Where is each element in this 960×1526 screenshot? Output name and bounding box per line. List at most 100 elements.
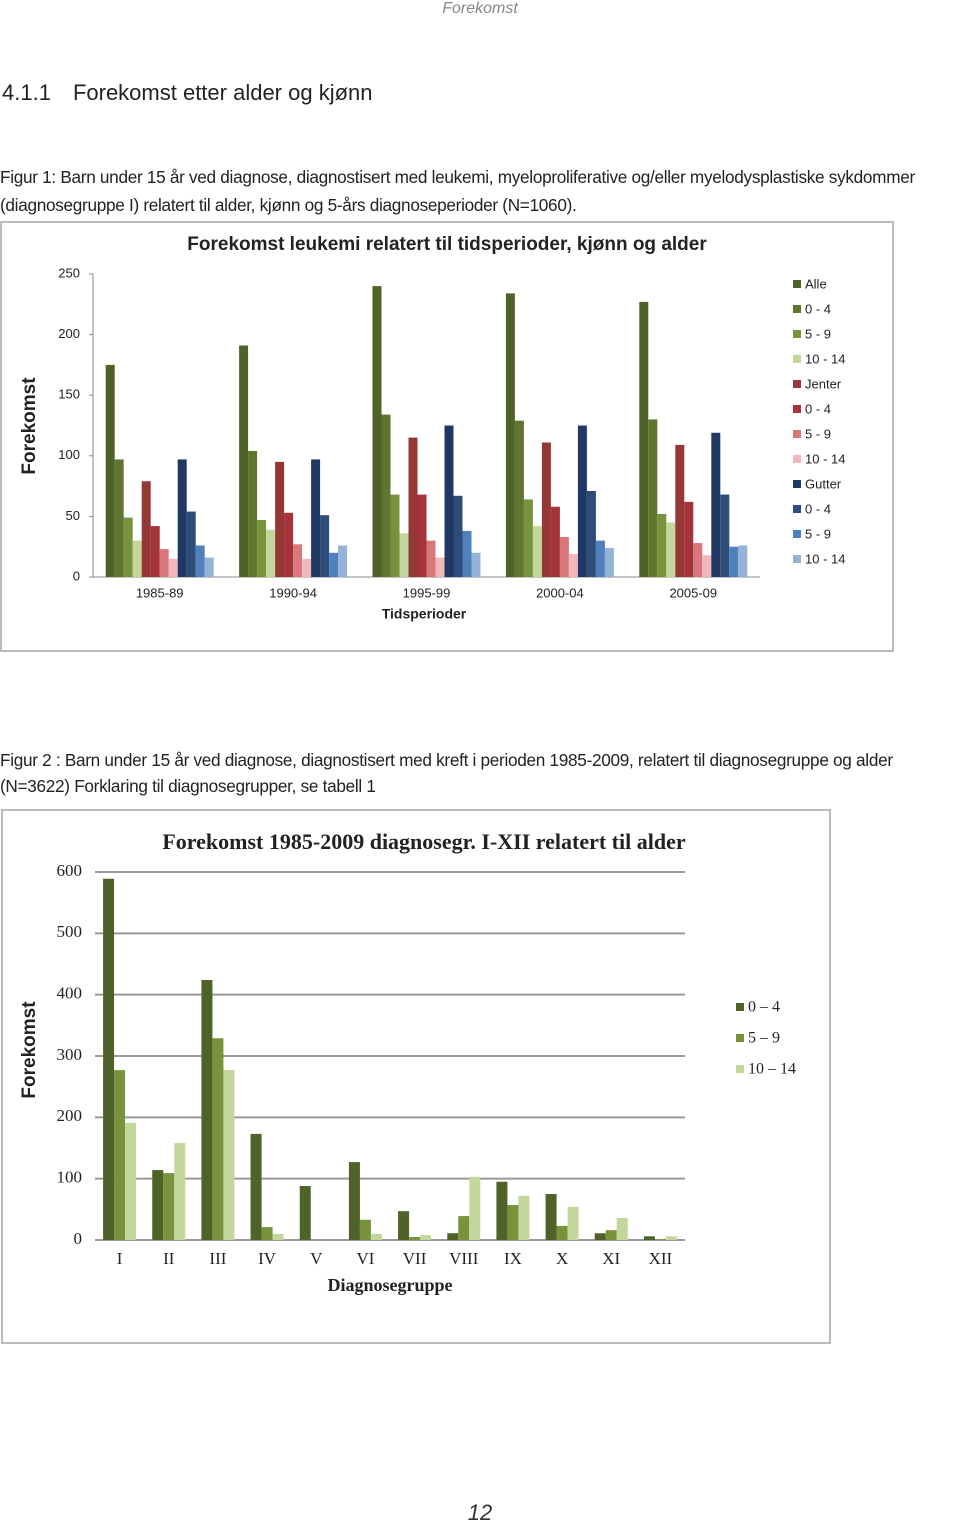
y-tick-label: 100 [57, 1168, 83, 1187]
y-axis-label: Forekomst [19, 1001, 40, 1099]
legend-label: 10 – 14 [748, 1061, 796, 1078]
y-tick-label: 300 [57, 1045, 83, 1064]
x-axis-label: Diagnosegruppe [327, 1275, 452, 1295]
bar [532, 526, 542, 577]
bar [665, 1236, 677, 1240]
section-number: 4.1.1 [2, 80, 51, 105]
bar [616, 1217, 628, 1240]
x-tick-label: 1990-94 [269, 585, 317, 600]
bar [399, 533, 409, 577]
legend-label: Alle [805, 276, 827, 291]
bar [648, 419, 658, 577]
bar [381, 414, 391, 577]
bar [284, 512, 294, 577]
y-tick-label: 500 [57, 922, 83, 941]
bar [559, 537, 569, 577]
legend-label: 10 - 14 [805, 551, 845, 566]
bar [639, 301, 649, 577]
bar [738, 545, 748, 577]
bar [174, 1143, 186, 1240]
bar [159, 549, 169, 577]
x-tick-label: X [556, 1249, 568, 1268]
legend-label: Gutter [805, 476, 842, 491]
x-tick-label: VI [356, 1249, 374, 1268]
bar [729, 546, 739, 577]
bar [693, 543, 703, 577]
x-tick-label: 1985-89 [136, 585, 184, 600]
bar [293, 544, 303, 577]
bar [594, 1233, 606, 1240]
legend-swatch [793, 305, 801, 313]
bar [272, 1233, 284, 1240]
bar [453, 495, 463, 577]
y-tick-label: 100 [58, 447, 80, 462]
bar [114, 459, 124, 577]
bar [586, 490, 596, 577]
bar [604, 547, 614, 577]
legend-swatch [793, 405, 801, 413]
chart-title: Forekomst leukemi relatert til tidsperio… [187, 234, 707, 255]
y-tick-label: 0 [74, 1229, 83, 1248]
y-tick-label: 200 [58, 326, 80, 341]
bar [195, 545, 205, 577]
bar [469, 1176, 481, 1240]
bar [605, 1230, 617, 1240]
legend-swatch [793, 355, 801, 363]
bar [398, 1211, 410, 1240]
bar [261, 1227, 273, 1240]
bar [684, 501, 694, 577]
bar [577, 425, 587, 577]
x-tick-label: VII [403, 1249, 427, 1268]
bar [186, 511, 196, 577]
bar [163, 1173, 175, 1240]
page-header: Forekomst [442, 0, 518, 17]
bar [550, 506, 560, 577]
bar [514, 420, 524, 577]
bar [177, 459, 187, 577]
x-tick-label: XII [649, 1249, 673, 1268]
bar [568, 553, 578, 577]
figure-caption: Figur 2 : Barn under 15 år ved diagnose,… [0, 750, 893, 796]
bar [204, 557, 214, 577]
bar [458, 1216, 470, 1240]
bar [702, 555, 712, 577]
bar [114, 1070, 126, 1240]
bar [518, 1195, 530, 1240]
bar [372, 286, 382, 577]
bar [302, 558, 312, 577]
bar [426, 540, 436, 577]
chart-title: Forekomst 1985-2009 diagnosegr. I-XII re… [162, 829, 685, 854]
y-tick-label: 400 [57, 984, 83, 1003]
legend-swatch [793, 480, 801, 488]
legend-swatch [793, 430, 801, 438]
y-tick-label: 200 [57, 1106, 83, 1125]
legend-label: 5 - 9 [805, 326, 831, 341]
bar [720, 494, 730, 577]
y-tick-label: 600 [57, 861, 83, 880]
bar [299, 1186, 311, 1240]
section-title: Forekomst etter alder og kjønn [72, 80, 373, 105]
bar [545, 1194, 557, 1240]
legend-label: 0 - 4 [805, 301, 831, 316]
legend-label: Jenter [805, 376, 842, 391]
x-tick-label: V [310, 1249, 323, 1268]
x-tick-label: IV [258, 1249, 277, 1268]
bar [105, 364, 115, 577]
x-tick-label: 2000-04 [536, 585, 584, 600]
bar [168, 558, 178, 577]
bar [541, 442, 551, 577]
y-tick-label: 0 [73, 568, 80, 583]
x-tick-label: III [209, 1249, 226, 1268]
legend-swatch [736, 1003, 744, 1011]
legend-label: 10 - 14 [805, 351, 845, 366]
bar [390, 494, 400, 577]
bar [123, 517, 133, 577]
legend-swatch [793, 530, 801, 538]
bar [266, 529, 276, 577]
legend-swatch [793, 505, 801, 513]
bar [370, 1233, 382, 1240]
bar [348, 1162, 360, 1240]
bar [523, 499, 533, 577]
bar [125, 1122, 137, 1240]
